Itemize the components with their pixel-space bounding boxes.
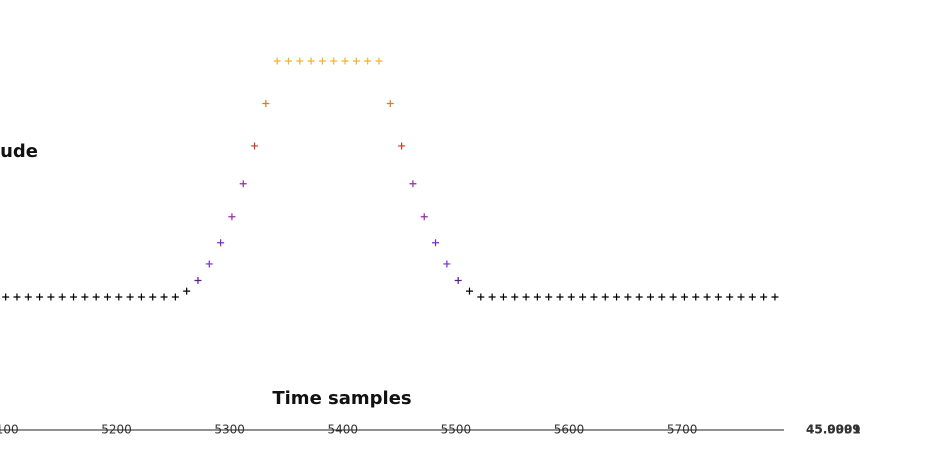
y-axis-label: Amplitude	[0, 141, 38, 162]
point	[443, 260, 451, 268]
point	[658, 293, 666, 301]
point	[70, 293, 78, 301]
point	[92, 293, 100, 301]
point	[13, 293, 21, 301]
point	[533, 293, 541, 301]
point	[330, 57, 338, 65]
point	[488, 293, 496, 301]
point	[669, 293, 677, 301]
point	[217, 239, 225, 247]
point	[454, 276, 462, 284]
point	[58, 293, 66, 301]
x-axis-label: Time samples	[272, 388, 411, 409]
point	[137, 293, 145, 301]
point	[273, 57, 281, 65]
point	[296, 57, 304, 65]
point	[386, 99, 394, 107]
point	[364, 57, 372, 65]
point	[318, 57, 326, 65]
point	[36, 293, 44, 301]
point	[556, 293, 564, 301]
point	[194, 276, 202, 284]
point	[2, 293, 10, 301]
point	[499, 293, 507, 301]
point	[692, 293, 700, 301]
point	[737, 293, 745, 301]
point	[341, 57, 349, 65]
point	[590, 293, 598, 301]
point	[24, 293, 32, 301]
side-label: 45.9999	[806, 423, 861, 437]
point	[228, 213, 236, 221]
point	[420, 213, 428, 221]
point	[545, 293, 553, 301]
point	[579, 293, 587, 301]
point	[126, 293, 134, 301]
point	[375, 57, 383, 65]
point	[409, 180, 417, 188]
point	[205, 260, 213, 268]
point	[149, 293, 157, 301]
point	[647, 293, 655, 301]
point	[47, 293, 55, 301]
point	[567, 293, 575, 301]
point	[522, 293, 530, 301]
point	[511, 293, 519, 301]
point	[81, 293, 89, 301]
point	[160, 293, 168, 301]
point	[307, 57, 315, 65]
point	[398, 142, 406, 150]
point	[239, 180, 247, 188]
point	[771, 293, 779, 301]
point	[760, 293, 768, 301]
side-label: 45.0001	[806, 423, 861, 437]
point	[103, 293, 111, 301]
point	[352, 57, 360, 65]
point	[680, 293, 688, 301]
point	[432, 239, 440, 247]
point	[465, 287, 473, 295]
point	[748, 293, 756, 301]
point	[703, 293, 711, 301]
point	[613, 293, 621, 301]
point	[115, 293, 123, 301]
point	[262, 99, 270, 107]
point	[726, 293, 734, 301]
point	[624, 293, 632, 301]
point	[171, 293, 179, 301]
point	[714, 293, 722, 301]
point	[635, 293, 643, 301]
point	[251, 142, 259, 150]
point	[601, 293, 609, 301]
point	[477, 293, 485, 301]
point	[284, 57, 292, 65]
point	[183, 287, 191, 295]
